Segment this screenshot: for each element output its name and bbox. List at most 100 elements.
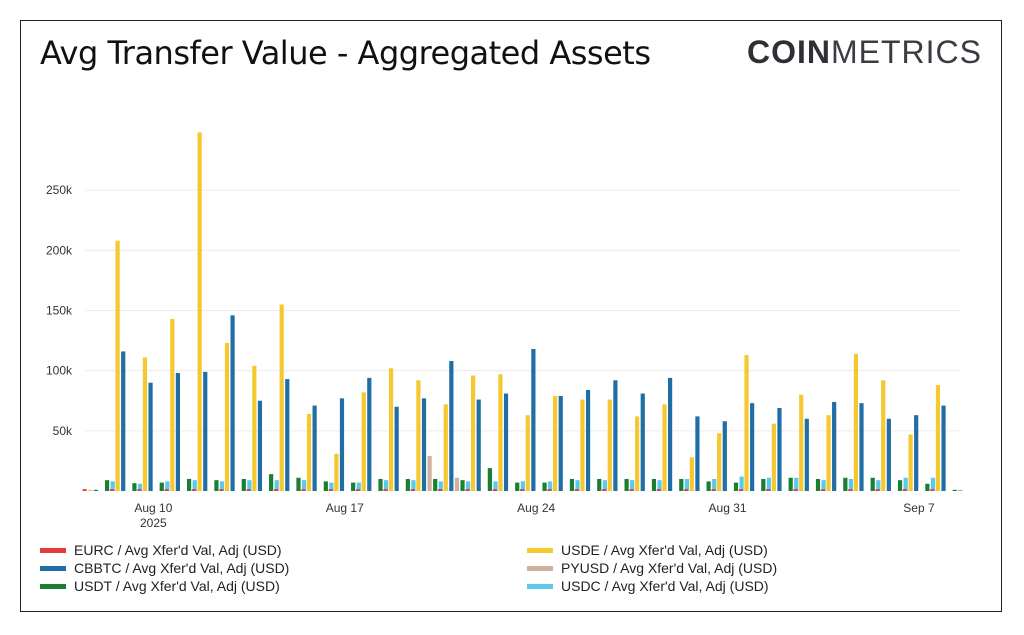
bar[interactable]: [902, 489, 908, 491]
bar[interactable]: [466, 481, 471, 491]
bar[interactable]: [821, 480, 826, 491]
bar[interactable]: [367, 377, 372, 491]
bar[interactable]: [427, 456, 432, 491]
bar[interactable]: [356, 482, 361, 491]
bar[interactable]: [689, 457, 694, 491]
bar[interactable]: [438, 489, 443, 491]
bar[interactable]: [175, 373, 180, 491]
bar[interactable]: [738, 489, 744, 491]
bar[interactable]: [498, 374, 503, 491]
bar[interactable]: [952, 489, 957, 491]
bar[interactable]: [170, 318, 175, 491]
bar[interactable]: [274, 480, 279, 491]
bar[interactable]: [793, 489, 798, 491]
bar[interactable]: [88, 489, 93, 491]
bar[interactable]: [241, 478, 246, 491]
bar[interactable]: [110, 481, 115, 491]
bar[interactable]: [531, 349, 536, 491]
bar[interactable]: [799, 394, 804, 491]
bar[interactable]: [547, 489, 552, 491]
bar[interactable]: [246, 489, 251, 491]
bar[interactable]: [569, 478, 575, 491]
bar[interactable]: [187, 478, 192, 491]
bar[interactable]: [192, 480, 197, 491]
bar[interactable]: [712, 478, 717, 491]
bar[interactable]: [585, 389, 591, 491]
bar[interactable]: [914, 415, 919, 491]
bar[interactable]: [476, 399, 481, 491]
bar[interactable]: [438, 481, 443, 491]
bar[interactable]: [460, 480, 465, 491]
bar[interactable]: [684, 489, 689, 491]
bar[interactable]: [542, 482, 547, 491]
bar[interactable]: [252, 365, 257, 491]
bar[interactable]: [777, 407, 782, 491]
bar[interactable]: [487, 468, 492, 491]
bar[interactable]: [443, 404, 448, 491]
bar[interactable]: [739, 476, 744, 491]
bar[interactable]: [875, 489, 880, 491]
bar[interactable]: [410, 489, 415, 491]
bar[interactable]: [93, 489, 98, 491]
bar[interactable]: [115, 240, 120, 491]
bar[interactable]: [394, 406, 399, 491]
bar[interactable]: [493, 481, 498, 491]
bar[interactable]: [935, 385, 941, 491]
bar[interactable]: [848, 478, 854, 491]
bar[interactable]: [257, 400, 263, 491]
bar[interactable]: [558, 395, 563, 491]
bar[interactable]: [848, 489, 853, 491]
bar[interactable]: [328, 489, 333, 491]
bar[interactable]: [449, 361, 454, 491]
bar[interactable]: [383, 489, 388, 491]
bar[interactable]: [684, 478, 689, 491]
bar[interactable]: [903, 477, 908, 491]
bar[interactable]: [301, 489, 306, 491]
bar[interactable]: [695, 416, 700, 491]
bar[interactable]: [651, 478, 657, 491]
bar[interactable]: [656, 489, 661, 491]
bar[interactable]: [574, 489, 579, 491]
bar[interactable]: [433, 478, 438, 491]
bar[interactable]: [224, 342, 230, 491]
bar[interactable]: [629, 489, 634, 491]
bar[interactable]: [142, 357, 148, 491]
bar[interactable]: [553, 395, 558, 491]
bar[interactable]: [679, 478, 684, 491]
legend-item[interactable]: USDC / Avg Xfer'd Val, Adj (USD): [527, 577, 769, 595]
bar[interactable]: [662, 404, 667, 491]
bar[interactable]: [624, 478, 629, 491]
legend-item[interactable]: USDE / Avg Xfer'd Val, Adj (USD): [527, 541, 768, 559]
bar[interactable]: [958, 489, 963, 491]
legend-item[interactable]: EURC / Avg Xfer'd Val, Adj (USD): [40, 541, 282, 559]
legend-item[interactable]: CBBTC / Avg Xfer'd Val, Adj (USD): [40, 559, 289, 577]
bar[interactable]: [121, 351, 126, 491]
bar[interactable]: [930, 477, 936, 491]
bar[interactable]: [761, 478, 766, 491]
bar[interactable]: [881, 380, 886, 491]
bar[interactable]: [602, 489, 607, 491]
bar[interactable]: [356, 489, 361, 491]
bar[interactable]: [470, 375, 476, 491]
bar[interactable]: [334, 453, 339, 491]
bar[interactable]: [148, 382, 153, 491]
bar[interactable]: [329, 482, 334, 491]
bar[interactable]: [388, 368, 394, 491]
bar[interactable]: [203, 371, 208, 491]
bar[interactable]: [548, 481, 553, 491]
bar[interactable]: [82, 489, 87, 491]
bar[interactable]: [853, 353, 858, 491]
bar[interactable]: [597, 478, 602, 491]
bar[interactable]: [520, 489, 525, 491]
bar[interactable]: [247, 480, 252, 491]
bar[interactable]: [214, 480, 219, 491]
bar[interactable]: [339, 398, 345, 491]
bar[interactable]: [378, 478, 383, 491]
bar[interactable]: [525, 415, 530, 491]
bar[interactable]: [197, 132, 202, 491]
bar[interactable]: [465, 489, 470, 491]
bar[interactable]: [733, 482, 739, 491]
bar[interactable]: [820, 489, 826, 491]
bar[interactable]: [503, 393, 509, 491]
bar[interactable]: [635, 416, 640, 491]
